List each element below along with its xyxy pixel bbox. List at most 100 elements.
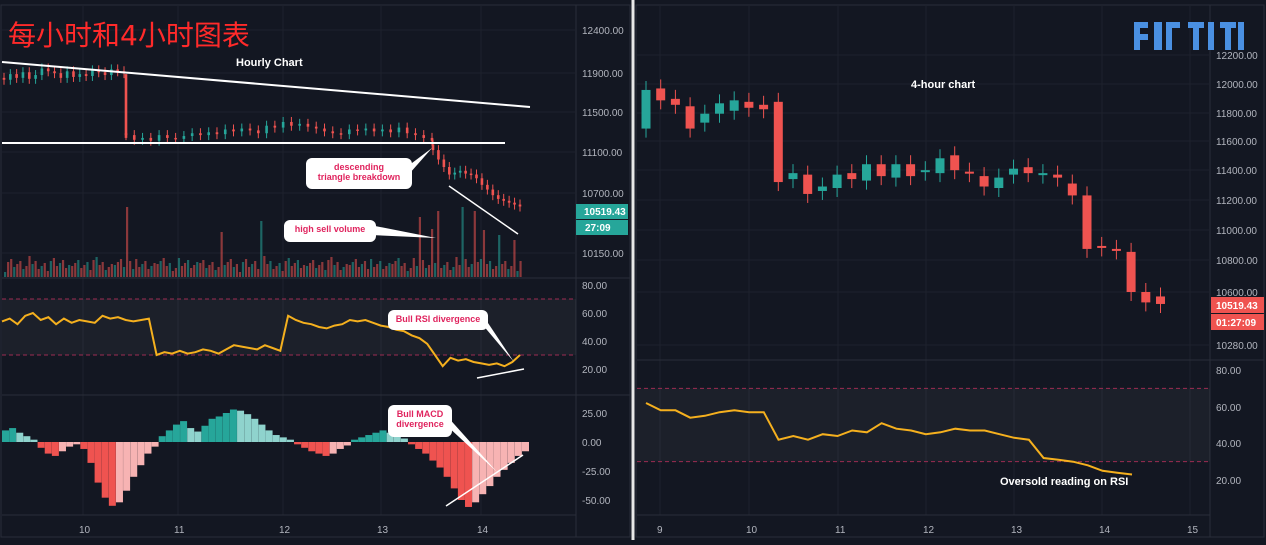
four-hour-rsi-y-tick: 20.00	[1216, 476, 1241, 487]
hourly-volume-bar	[113, 265, 116, 277]
hourly-volume-bar	[427, 265, 431, 277]
four-hour-candle	[906, 164, 916, 177]
hourly-macd-bar	[493, 442, 501, 477]
hourly-volume-bar	[421, 260, 425, 277]
hourly-candle	[273, 125, 277, 128]
four-hour-y-tick: 11600.00	[1216, 137, 1257, 148]
four-hour-x-tick: 14	[1099, 525, 1111, 536]
hourly-volume-bar	[507, 269, 510, 277]
callout-bull-rsi-divergence-pointer	[482, 314, 514, 362]
hourly-candle	[356, 129, 359, 131]
hourly-volume-bar	[104, 270, 107, 277]
hourly-macd-bar	[472, 442, 480, 503]
hourly-volume-bar	[302, 265, 306, 277]
hourly-macd-bar	[443, 442, 451, 477]
hourly-macd-bar	[379, 430, 387, 442]
hourly-macd-y-tick: -50.00	[582, 496, 611, 507]
four-hour-candle	[670, 98, 680, 105]
hourly-candle	[103, 72, 107, 76]
hourly-volume-bar	[83, 265, 86, 277]
four-hour-y-tick: 12200.00	[1216, 51, 1258, 62]
four-hour-candle	[1023, 167, 1033, 174]
four-hour-y-tick: 11200.00	[1216, 196, 1257, 207]
four-hour-candle	[715, 103, 724, 114]
hourly-volume-bar	[467, 267, 470, 277]
hourly-macd-bar	[144, 442, 152, 454]
hourly-volume-bar	[28, 256, 31, 277]
hourly-candle	[405, 127, 409, 134]
hourly-candle	[166, 135, 169, 138]
hourly-candle	[364, 128, 368, 131]
hourly-rsi-y-tick: 20.00	[582, 365, 607, 376]
hourly-volume-bar	[327, 260, 330, 277]
hourly-volume-bar	[19, 261, 22, 277]
hourly-volume-bar	[409, 268, 412, 277]
hourly-volume-bar	[89, 270, 92, 277]
macd-divergence-line	[445, 454, 524, 507]
four-hour-candle	[744, 101, 754, 108]
hourly-volume-bar	[397, 258, 400, 277]
hourly-volume-bar	[65, 268, 68, 277]
hourly-volume-bar	[165, 266, 168, 277]
hourly-macd-bar	[30, 439, 38, 442]
hourly-volume-bar	[495, 266, 498, 277]
left-panel-frame	[0, 4, 631, 538]
hourly-volume-bar	[376, 264, 379, 277]
hourly-volume-bar	[339, 270, 342, 277]
hourly-macd-bar	[514, 442, 522, 456]
hourly-x-tick: 13	[377, 525, 389, 536]
four-hour-candle	[847, 173, 857, 180]
hourly-price-label: 10519.43	[584, 207, 626, 218]
hourly-volume-bar	[498, 235, 501, 277]
hourly-macd-bar	[201, 425, 209, 442]
hourly-macd-y-tick: 25.00	[582, 409, 607, 420]
four-hour-candle	[832, 174, 842, 188]
hourly-candle	[397, 127, 401, 133]
hourly-candle	[323, 128, 326, 132]
hourly-candle	[518, 204, 522, 207]
hourly-candle	[491, 189, 495, 196]
hourly-candle	[430, 137, 434, 141]
four-hour-candle	[920, 170, 930, 173]
hourly-candle	[190, 133, 194, 137]
callout-descending-triangle-pointer	[406, 148, 432, 178]
hourly-volume-bar	[25, 266, 28, 277]
hourly-volume-bar	[284, 261, 287, 277]
hourly-volume-bar	[144, 261, 147, 277]
hourly-volume-bar	[412, 258, 415, 277]
four-hour-candle	[641, 89, 651, 129]
hourly-macd-bar	[386, 432, 394, 442]
hourly-candle	[306, 123, 310, 127]
hourly-x-tick: 12	[279, 525, 291, 536]
hourly-macd-bar	[73, 442, 81, 445]
four-hour-candle	[1067, 183, 1077, 196]
callout-bull-macd-divergence-pointer	[446, 415, 497, 472]
four-hour-price-tag	[1211, 297, 1264, 313]
breakdown-channel-line	[448, 185, 519, 235]
callout-bull-macd-divergence-text: Bull MACD	[397, 409, 444, 419]
hourly-volume-bar	[107, 267, 110, 277]
hourly-volume-bar	[278, 263, 281, 277]
hourly-candle	[372, 128, 376, 132]
hourly-candle	[232, 129, 235, 132]
hourly-macd-bar	[400, 438, 408, 442]
logo-icon	[1134, 22, 1244, 50]
hourly-candle	[314, 126, 318, 129]
hourly-macd-bar	[479, 442, 487, 495]
hourly-volume-bar	[226, 262, 229, 277]
hourly-candle	[182, 136, 186, 139]
hourly-macd-bar	[450, 442, 458, 489]
hourly-macd-bar	[429, 442, 437, 461]
four-hour-candle	[685, 106, 695, 129]
hourly-volume	[4, 207, 522, 277]
hourly-volume-bar	[7, 262, 10, 277]
hourly-candle	[15, 74, 18, 78]
callout-descending-triangle-text: descending	[334, 162, 384, 172]
four-hour-candle	[1053, 174, 1063, 178]
hourly-candle	[91, 70, 94, 76]
descending-trendline	[1, 61, 531, 108]
hourly-volume-bar	[418, 217, 421, 277]
four-hour-candle	[803, 174, 813, 194]
four-hour-candle	[1009, 168, 1018, 175]
